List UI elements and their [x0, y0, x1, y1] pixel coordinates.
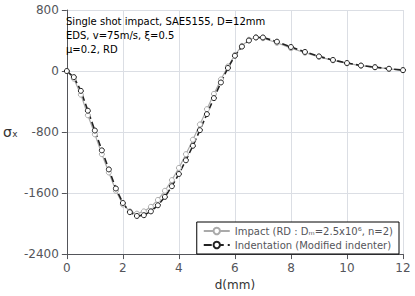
svg-text:12: 12: [395, 261, 410, 275]
svg-text:σₓ: σₓ: [3, 124, 18, 140]
svg-text:2: 2: [119, 261, 127, 275]
svg-text:8: 8: [287, 261, 295, 275]
svg-text:6: 6: [231, 261, 239, 275]
svg-text:μ=0.2, RD: μ=0.2, RD: [66, 44, 118, 55]
svg-text:Impact (RD : Dₘ=2.5x10⁶, n=2): Impact (RD : Dₘ=2.5x10⁶, n=2): [235, 226, 393, 237]
svg-text:Indentation (Modified indenter: Indentation (Modified indenter): [235, 240, 391, 251]
svg-text:-2400: -2400: [24, 247, 59, 261]
svg-text:0: 0: [51, 64, 59, 78]
svg-text:0: 0: [63, 261, 71, 275]
svg-text:800: 800: [36, 3, 59, 17]
svg-text:EDS, v=75m/s, ξ=0.5: EDS, v=75m/s, ξ=0.5: [66, 30, 174, 41]
svg-text:Single shot impact, SAE5155, D: Single shot impact, SAE5155, D=12mm: [66, 16, 265, 27]
svg-text:-800: -800: [32, 125, 59, 139]
svg-text:4: 4: [175, 261, 183, 275]
svg-text:d(mm): d(mm): [215, 278, 255, 292]
svg-text:10: 10: [339, 261, 354, 275]
svg-text:-1600: -1600: [24, 186, 59, 200]
